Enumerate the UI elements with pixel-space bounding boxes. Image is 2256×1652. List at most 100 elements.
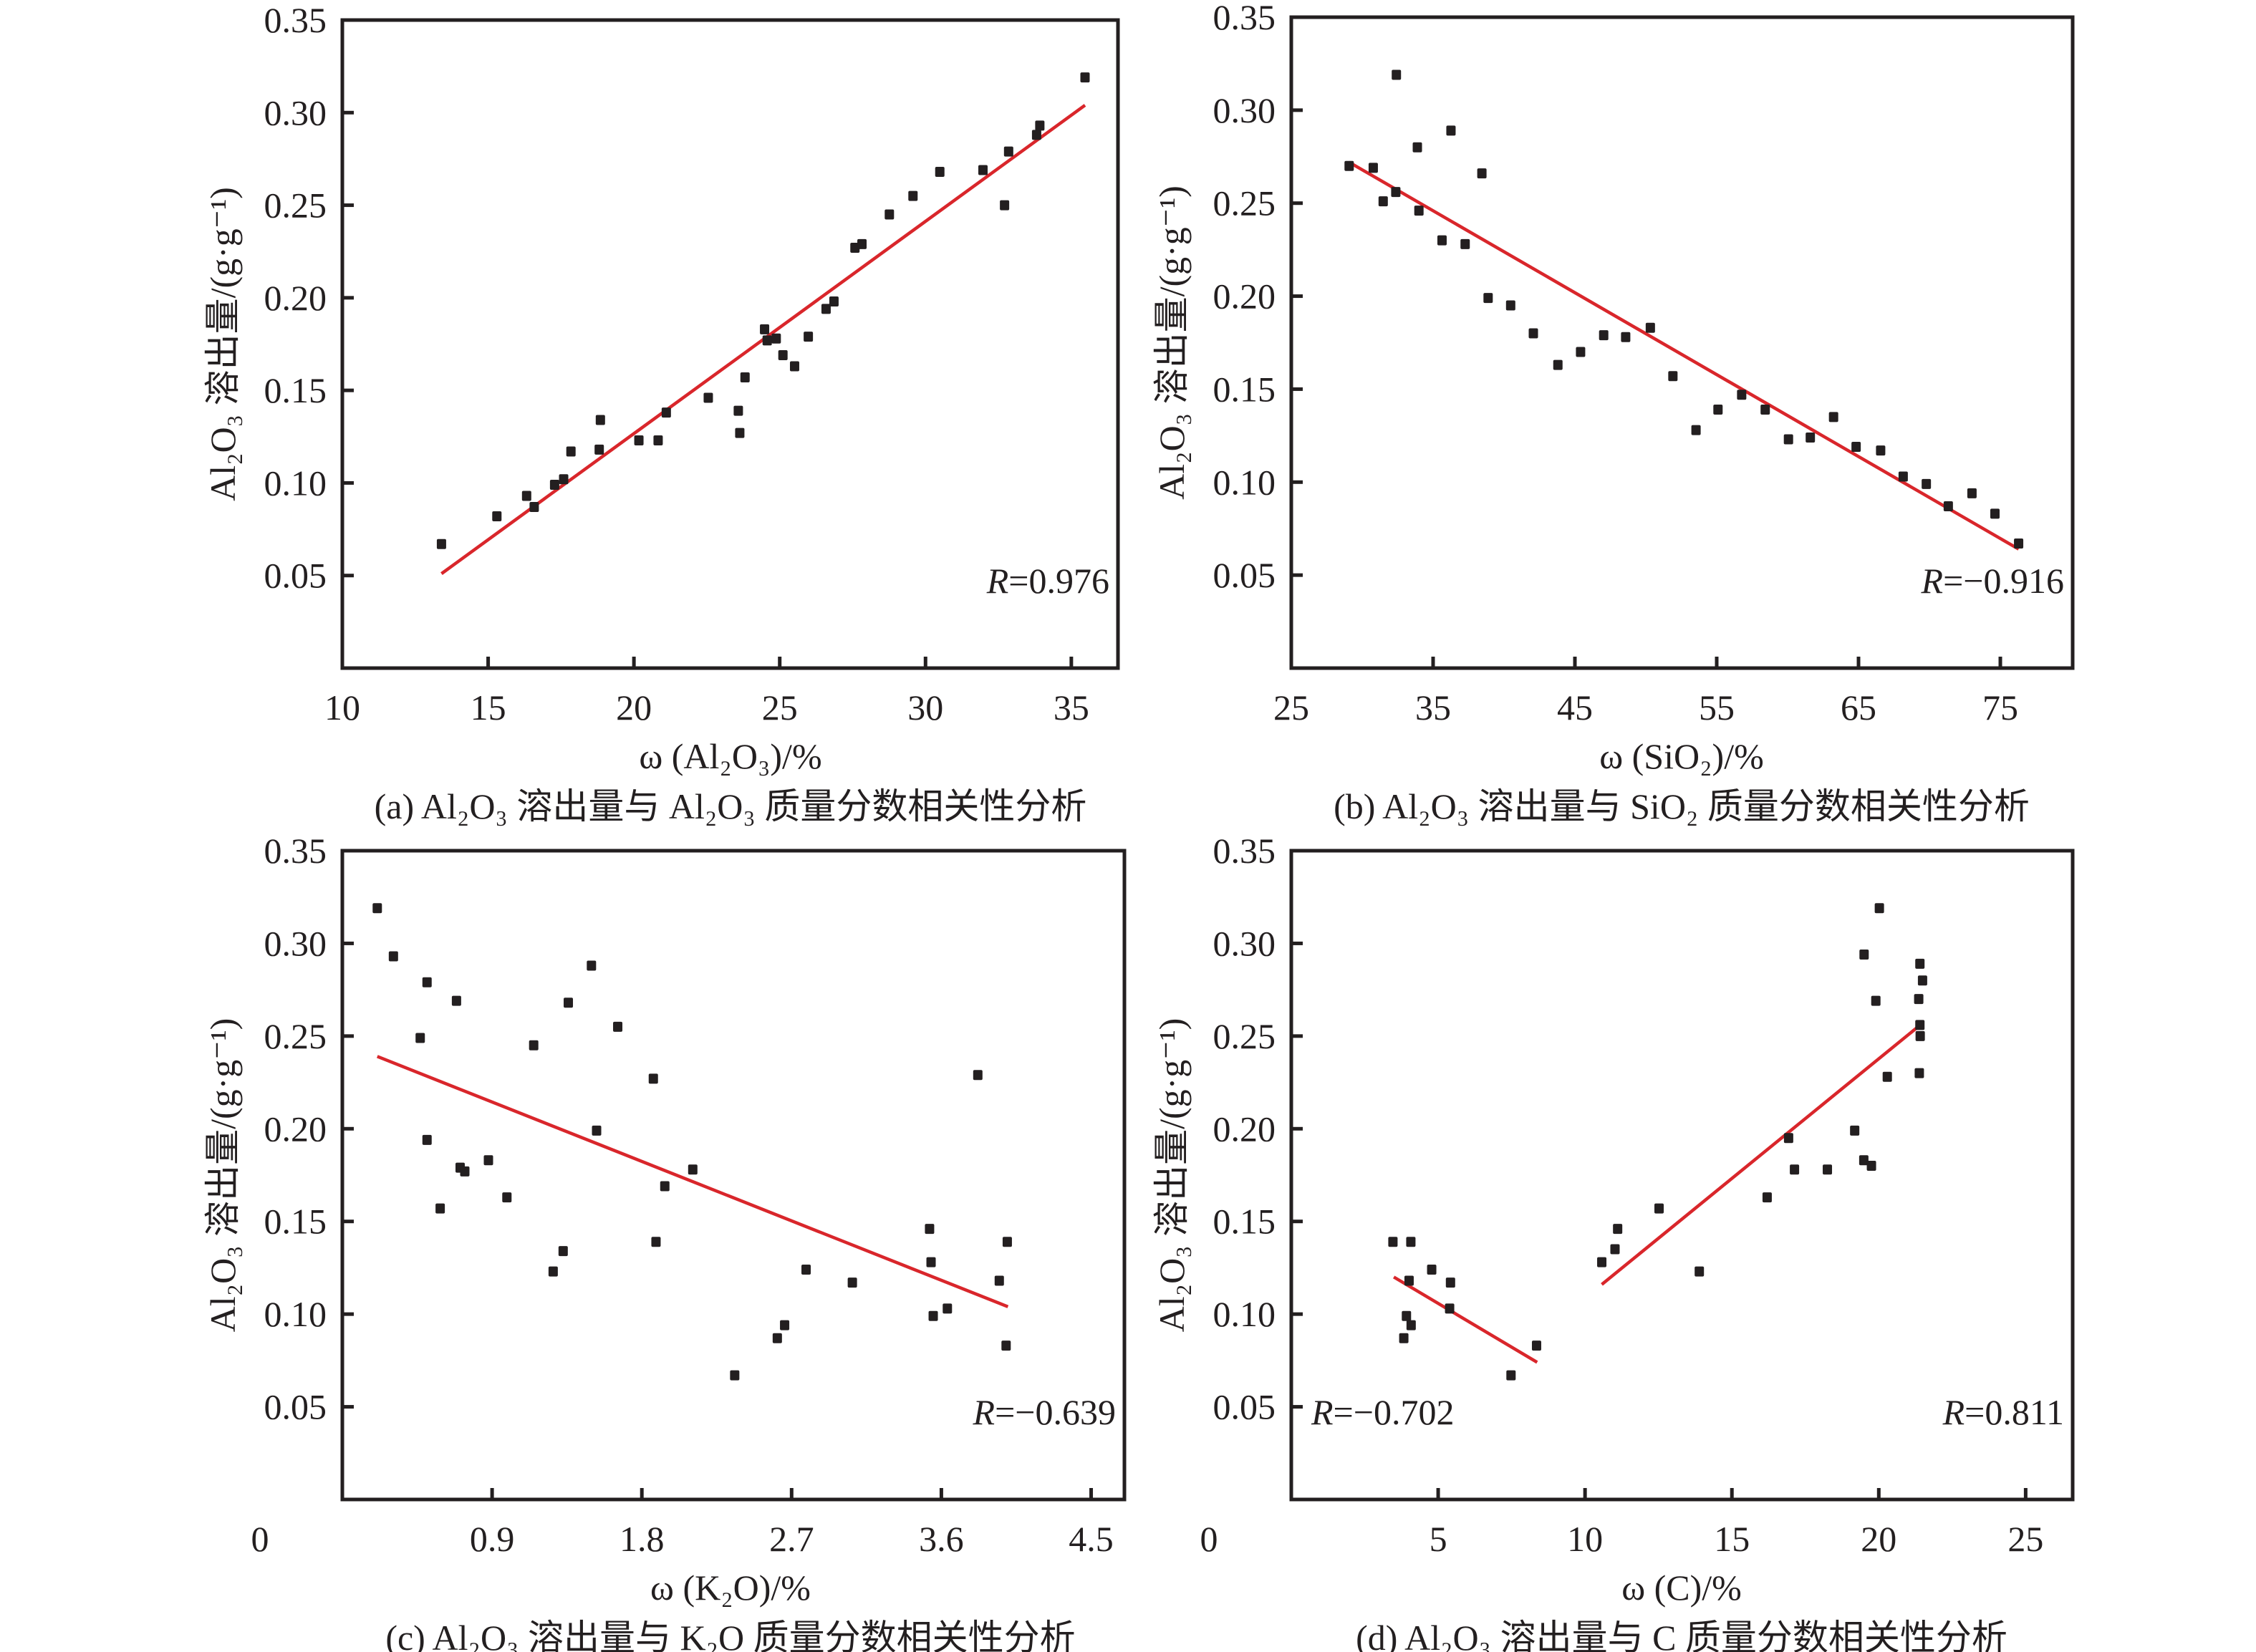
data-point-high-carbon-samples — [1610, 1244, 1620, 1255]
data-point-high-carbon-samples — [1914, 1068, 1924, 1078]
data-point-samples — [1392, 69, 1402, 80]
data-point-samples — [804, 332, 814, 342]
data-point-high-carbon-samples — [1915, 958, 1925, 969]
data-point-samples — [594, 444, 604, 455]
data-point-samples — [780, 1320, 790, 1330]
x-tick-label: 35 — [1054, 687, 1089, 728]
data-point-samples — [1576, 347, 1586, 357]
correlation-annotation: R=−0.639 — [973, 1392, 1116, 1432]
linear-fit-low — [1392, 1275, 1538, 1364]
y-tick-label: 0.20 — [1213, 1108, 1276, 1149]
y-tick-label: 0.30 — [264, 923, 327, 963]
x-tick-label: 0 — [1200, 1519, 1218, 1559]
data-point-samples — [1080, 72, 1090, 83]
data-point-samples — [926, 1257, 936, 1267]
data-point-samples — [1446, 125, 1456, 136]
data-point-samples — [1645, 322, 1655, 333]
data-point-low-carbon-samples — [1388, 1237, 1398, 1247]
data-point-samples — [1002, 1237, 1012, 1247]
y-tick-label: 0.05 — [1213, 1387, 1276, 1427]
data-point-samples — [559, 474, 569, 485]
x-tick-label: 15 — [471, 687, 506, 728]
data-point-samples — [558, 1246, 568, 1257]
data-point-low-carbon-samples — [1531, 1341, 1541, 1351]
y-tick-label: 0.25 — [264, 185, 327, 226]
data-point-samples — [548, 1266, 558, 1277]
panel-caption: (a) Al₂O₃ 溶出量与 Al₂O₃ 质量分数相关性分析 — [375, 786, 1087, 826]
data-point-samples — [651, 1237, 661, 1247]
data-point-high-carbon-samples — [1866, 1161, 1876, 1172]
data-point-samples — [1483, 293, 1493, 304]
data-point-high-carbon-samples — [1882, 1071, 1892, 1082]
data-point-samples — [1599, 330, 1609, 341]
data-point-samples — [1414, 206, 1424, 216]
x-tick-label: 20 — [616, 687, 652, 728]
data-point-samples — [1003, 146, 1013, 157]
data-point-samples — [422, 977, 432, 987]
x-axis-label: ω (C)/% — [1621, 1568, 1742, 1608]
data-point-samples — [436, 538, 446, 549]
plot-frame — [1289, 849, 2075, 1502]
x-tick-label: 4.5 — [1069, 1519, 1114, 1559]
data-point-samples — [703, 392, 713, 403]
y-axis-label: Al₂O₃ 溶出量/(g·g⁻¹) — [203, 1018, 243, 1333]
data-point-samples — [1713, 404, 1723, 415]
y-tick-label: 0.25 — [1213, 1016, 1276, 1056]
data-point-low-carbon-samples — [1406, 1237, 1416, 1247]
x-tick-label: 0.9 — [470, 1519, 515, 1559]
data-point-high-carbon-samples — [1597, 1257, 1607, 1267]
data-point-low-carbon-samples — [1402, 1310, 1412, 1321]
y-tick-label: 0.05 — [264, 1387, 327, 1427]
data-point-samples — [857, 238, 867, 249]
x-tick-label: 2.7 — [769, 1519, 814, 1559]
data-point-high-carbon-samples — [1762, 1192, 1772, 1203]
x-tick-label: 25 — [2007, 1519, 2043, 1559]
y-tick-label: 0.20 — [1213, 276, 1276, 317]
data-point-samples — [529, 1040, 539, 1050]
y-tick-label: 0.10 — [1213, 462, 1276, 502]
data-point-samples — [564, 998, 574, 1008]
data-point-samples — [388, 951, 398, 962]
data-point-samples — [1460, 238, 1470, 249]
data-point-samples — [821, 304, 831, 314]
y-tick-label: 0.15 — [264, 1202, 327, 1242]
data-point-high-carbon-samples — [1917, 975, 1927, 986]
data-point-samples — [733, 405, 743, 416]
data-point-high-carbon-samples — [1915, 1030, 1925, 1041]
data-point-samples — [778, 350, 788, 361]
data-point-samples — [653, 435, 663, 445]
y-tick-label: 0.35 — [264, 0, 327, 40]
y-axis-label: Al₂O₃ 溶出量/(g·g⁻¹) — [1152, 185, 1192, 500]
data-point-samples — [648, 1073, 658, 1084]
plot-frame — [340, 849, 1127, 1502]
data-point-samples — [1760, 404, 1770, 415]
correlation-annotation: R=−0.702 — [1311, 1392, 1454, 1432]
data-point-samples — [460, 1166, 470, 1177]
data-point-samples — [829, 296, 839, 307]
data-point-samples — [973, 1070, 983, 1081]
data-point-low-carbon-samples — [1404, 1275, 1414, 1286]
data-point-samples — [760, 324, 770, 334]
y-tick-label: 0.10 — [1213, 1294, 1276, 1334]
x-tick-label: 5 — [1430, 1519, 1447, 1559]
data-point-samples — [1477, 168, 1487, 179]
y-tick-label: 0.35 — [1213, 0, 1276, 37]
data-point-high-carbon-samples — [1850, 1125, 1860, 1136]
data-point-samples — [1876, 445, 1886, 456]
data-point-samples — [847, 1277, 857, 1288]
data-point-samples — [943, 1303, 953, 1314]
panel-caption: (d) Al₂O₃ 溶出量与 C 质量分数相关性分析 — [1356, 1618, 2007, 1652]
x-tick-label: 25 — [762, 687, 798, 728]
x-tick-label: 55 — [1699, 687, 1735, 728]
data-point-samples — [884, 209, 895, 220]
data-point-samples — [1691, 425, 1701, 435]
y-axis-label: Al₂O₃ 溶出量/(g·g⁻¹) — [1152, 1018, 1192, 1333]
data-point-high-carbon-samples — [1859, 949, 1869, 960]
panel-c: 0.05 0.10 0.15 0.20 0.25 0.30 0.35 0 0.9 1.8 2.7 3.… — [203, 831, 1127, 1652]
data-point-samples — [529, 502, 539, 513]
y-tick-label: 0.15 — [264, 370, 327, 410]
data-point-samples — [1898, 471, 1908, 482]
data-point-low-carbon-samples — [1445, 1277, 1455, 1288]
plot-frame — [1289, 15, 2075, 670]
y-tick-label: 0.35 — [1213, 831, 1276, 871]
